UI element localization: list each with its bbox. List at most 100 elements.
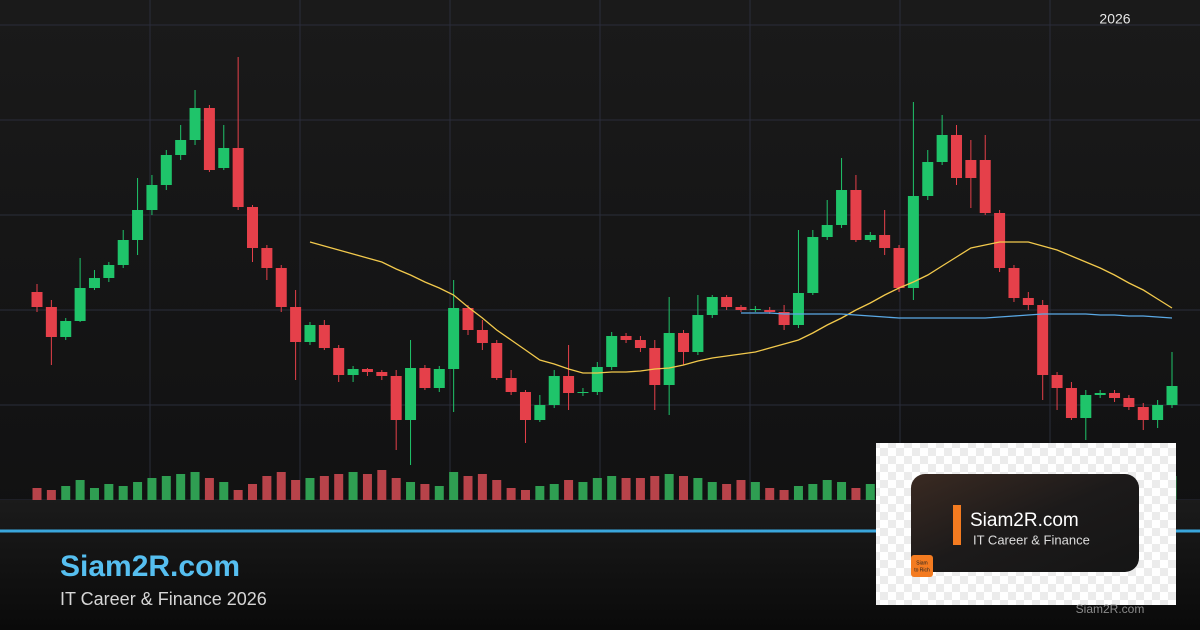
candle-body <box>1166 386 1178 405</box>
candle-body <box>965 160 977 178</box>
candle-body <box>232 148 244 207</box>
badge-line: to Rich <box>914 567 930 573</box>
logo-card <box>911 474 1139 572</box>
candle-body <box>275 268 287 307</box>
badge-line: Siam <box>916 560 927 566</box>
candle-body <box>649 348 661 385</box>
candle-body <box>74 288 86 321</box>
candle-body <box>534 405 546 420</box>
volume-bar <box>779 490 789 500</box>
candle-body <box>476 330 488 343</box>
candle-body <box>290 307 302 342</box>
volume-bar <box>765 488 775 500</box>
volume-bar <box>219 482 229 500</box>
candle-body <box>663 333 675 385</box>
candle-body <box>850 190 862 240</box>
candle-body <box>117 240 129 265</box>
candle-body <box>203 108 215 170</box>
candle-body <box>1022 298 1034 305</box>
candle-body <box>304 325 316 342</box>
volume-bar <box>75 480 85 500</box>
candle-body <box>132 210 144 240</box>
volume-bar <box>147 478 157 500</box>
volume-bar <box>607 476 617 500</box>
candle-body <box>907 196 919 288</box>
candle-body <box>836 190 848 225</box>
plot <box>31 57 1178 465</box>
volume-bar <box>161 476 171 500</box>
candle-body <box>31 292 43 307</box>
candle-body <box>1094 393 1106 395</box>
volume-bar <box>865 484 875 500</box>
logo-inset: Siam2R.com IT Career & Finance Siam to R… <box>876 443 1176 605</box>
volume-bar <box>291 480 301 500</box>
volume-bar <box>391 478 401 500</box>
candle-body <box>606 336 618 367</box>
volume-bar <box>32 488 42 500</box>
volume-bar <box>822 480 832 500</box>
candle-body <box>577 392 589 393</box>
volume-bar <box>650 476 660 500</box>
volume-bar <box>621 478 631 500</box>
candle-body <box>505 378 517 392</box>
candle-body <box>45 307 57 337</box>
volume-bar <box>377 470 387 500</box>
candle-body <box>821 225 833 237</box>
candle-body <box>792 293 804 325</box>
candle-body <box>879 235 891 248</box>
volume-bar <box>477 474 487 500</box>
candle-body <box>950 135 962 178</box>
candle-body <box>491 343 503 378</box>
candle-body <box>390 376 402 420</box>
volume-bar <box>793 486 803 500</box>
volume-bar <box>564 480 574 500</box>
volume-bar <box>664 474 674 500</box>
candle-body <box>333 348 345 375</box>
brand-title: Siam2R.com <box>60 550 240 583</box>
volume-bar <box>406 482 416 500</box>
candle-body <box>419 368 431 388</box>
moving-average <box>309 241 1173 374</box>
volume-bar <box>420 484 430 500</box>
watermark: Siam2R.com <box>1076 602 1145 616</box>
volume-bar <box>635 478 645 500</box>
volume-bar <box>578 482 588 500</box>
candle-body <box>1065 388 1077 418</box>
candle-body <box>1152 405 1164 420</box>
volume-bar <box>61 486 71 500</box>
volume-bar <box>348 472 358 500</box>
volume-bar <box>506 488 516 500</box>
candle-body <box>692 315 704 352</box>
candle-body <box>318 325 330 348</box>
volume-bar <box>434 486 444 500</box>
volume-bar <box>176 474 186 500</box>
volume-bar <box>837 482 847 500</box>
candle-body <box>146 185 158 210</box>
volume-bar <box>233 490 243 500</box>
candle-body <box>1080 395 1092 418</box>
volume-bar <box>449 472 459 500</box>
volume-bar <box>808 484 818 500</box>
candle-body <box>1037 305 1049 375</box>
candle-body <box>994 213 1006 268</box>
volume-bar <box>693 478 703 500</box>
volume-bar <box>204 478 214 500</box>
candle-body <box>519 392 531 420</box>
candle-body <box>433 369 445 388</box>
candle-body <box>548 376 560 405</box>
candle-body <box>405 368 417 420</box>
candle-body <box>620 336 632 340</box>
candle-body <box>347 369 359 375</box>
candle-body <box>1008 268 1020 298</box>
volume-bar <box>104 484 114 500</box>
candle-body <box>1123 398 1135 407</box>
candle-body <box>706 297 718 315</box>
candle-body <box>979 160 991 213</box>
candle-body <box>218 148 230 168</box>
candle-body <box>88 278 100 288</box>
volume-bar <box>722 484 732 500</box>
volume-bar <box>520 490 530 500</box>
brand-subtitle: IT Career & Finance 2026 <box>60 589 267 609</box>
candle-body <box>462 308 474 330</box>
